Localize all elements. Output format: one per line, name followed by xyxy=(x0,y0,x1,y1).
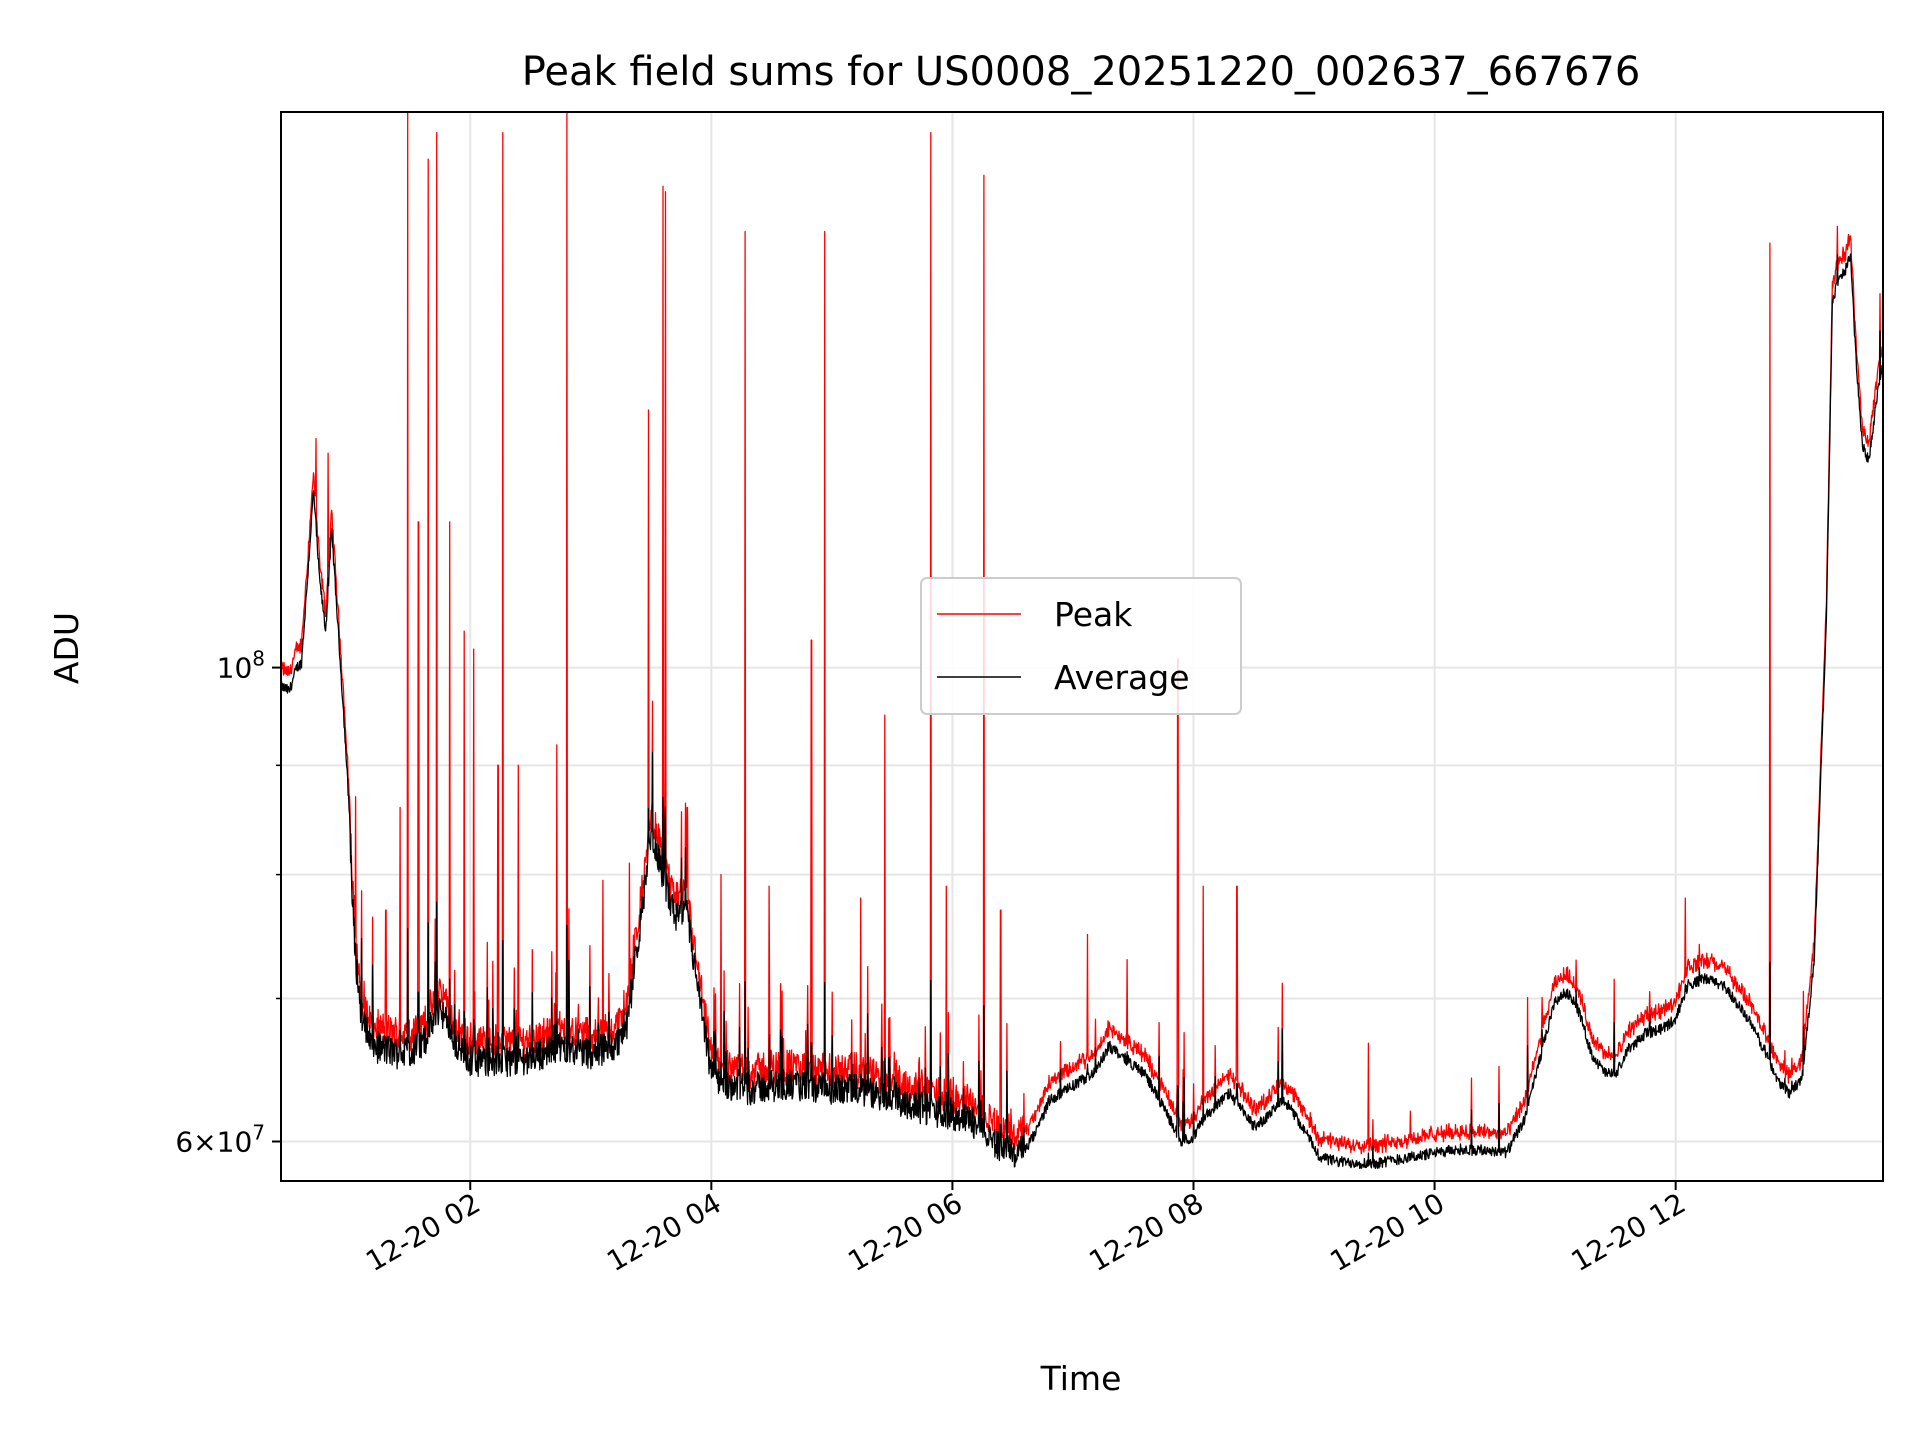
y-axis: 6×107 108 xyxy=(175,647,281,1159)
legend-box xyxy=(920,577,1242,715)
y-tick-label: 108 xyxy=(217,647,265,685)
axes-frame xyxy=(280,111,1884,1182)
y-tick-label-base: 10 xyxy=(217,652,253,685)
series-group xyxy=(281,112,1883,1170)
average-series-line xyxy=(281,253,1883,1170)
plot-area xyxy=(281,112,1883,1170)
x-axis-label: Time xyxy=(1040,1359,1122,1398)
y-tick-label-exponent: 8 xyxy=(252,647,265,671)
y-tick-label-exponent: 7 xyxy=(252,1121,265,1145)
peak-series-line xyxy=(281,112,1883,1155)
chart-title: Peak field sums for US0008_20251220_0026… xyxy=(522,49,1641,95)
legend-average-label: Average xyxy=(1054,658,1190,697)
y-tick-label: 6×107 xyxy=(175,1121,265,1159)
y-axis-label: ADU xyxy=(47,612,86,684)
y-tick-label-base: 6×10 xyxy=(175,1126,252,1159)
legend: Peak Average xyxy=(920,577,1242,715)
legend-peak-label: Peak xyxy=(1054,595,1133,634)
